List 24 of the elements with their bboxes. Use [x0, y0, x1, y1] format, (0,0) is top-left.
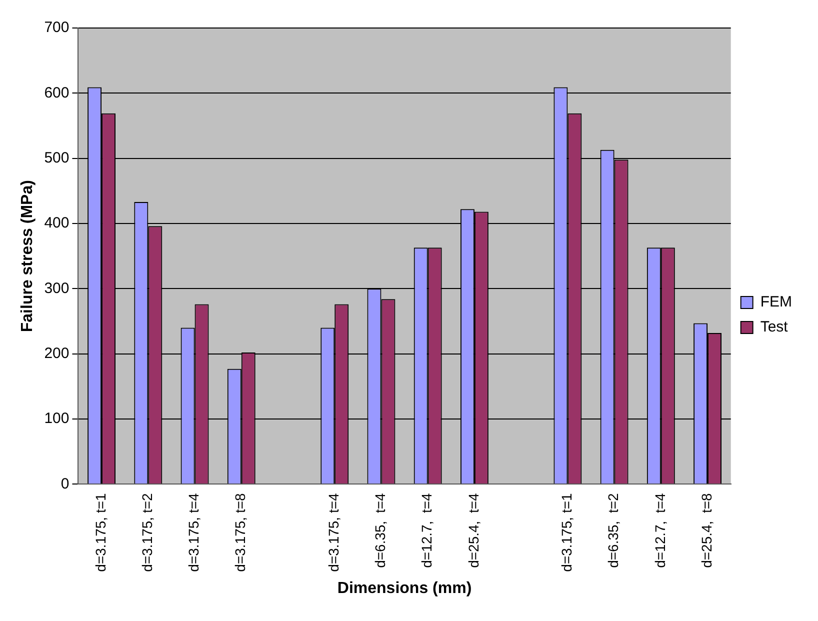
y-axis-title: Failure stress (MPa) [19, 180, 36, 332]
y-tick-label: 0 [60, 475, 70, 492]
x-tick-label: d=3.175, t=4 [325, 492, 342, 572]
x-axis-title: Dimensions (mm) [337, 580, 472, 597]
x-tick-label: d=6.35, t=4 [372, 492, 388, 568]
y-tick-label: 300 [44, 280, 70, 297]
x-tick-label: d=3.175, t=1 [558, 492, 575, 572]
x-tick-label: d=3.175, t=4 [186, 492, 202, 572]
x-tick-label: d=3.175, t=2 [139, 492, 156, 572]
y-tick-label: 400 [44, 214, 70, 232]
y-tick-label: 700 [44, 19, 70, 36]
x-tick-label: d=12.7, t=4 [652, 492, 668, 568]
x-tick-label: d=3.175, t=8 [232, 492, 248, 572]
y-tick-label: 100 [44, 410, 70, 428]
legend-label: FEM [760, 294, 792, 311]
legend-label: Test [760, 318, 789, 336]
x-tick-label: d=12.7, t=4 [418, 492, 435, 568]
x-tick-label: d=25.4, t=8 [698, 492, 714, 568]
y-tick-label: 500 [44, 149, 70, 166]
y-tick-label: 200 [44, 344, 70, 362]
y-tick-label: 600 [44, 84, 70, 102]
x-tick-label: d=6.35, t=2 [605, 492, 622, 568]
x-tick-label: d=3.175, t=1 [92, 492, 108, 572]
x-tick-label: d=25.4, t=4 [465, 492, 482, 568]
